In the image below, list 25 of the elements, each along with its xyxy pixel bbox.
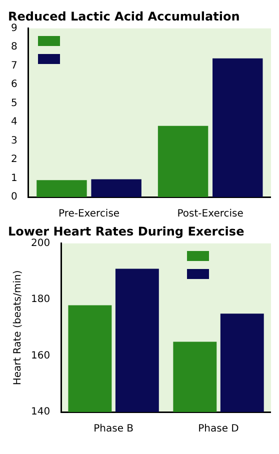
x-tick-label: Phase B — [94, 424, 134, 435]
y-tick-label: 140 — [30, 406, 50, 418]
x-tick-label: Pre-Exercise — [58, 208, 120, 220]
y-tick-label: 9 — [10, 22, 18, 34]
chart-title: Reduced Lactic Acid Accumulation — [8, 9, 240, 24]
y-tick-label: 3 — [10, 135, 18, 146]
bar — [212, 58, 263, 197]
x-tick-label: Post-Exercise — [177, 208, 244, 220]
y-tick-label: 160 — [30, 350, 50, 362]
bar — [91, 179, 142, 197]
y-tick-label: 2 — [10, 154, 18, 166]
bar — [158, 126, 208, 197]
y-tick-label: 1 — [10, 172, 18, 184]
y-axis-title: Heart Rate (beats/min) — [12, 270, 24, 386]
y-tick-label: 8 — [10, 42, 18, 53]
y-tick-label: 6 — [10, 79, 18, 90]
y-tick-label: 200 — [30, 238, 50, 249]
chart-title: Lower Heart Rates During Exercise — [8, 224, 244, 238]
y-tick-label: 4 — [10, 116, 18, 128]
x-tick-label: Phase D — [198, 424, 240, 435]
y-tick-label: 0 — [10, 192, 18, 203]
bar — [36, 180, 87, 197]
y-tick-label: 7 — [10, 60, 18, 72]
y-tick-label: 5 — [10, 98, 18, 109]
y-tick-label: 180 — [30, 294, 50, 306]
